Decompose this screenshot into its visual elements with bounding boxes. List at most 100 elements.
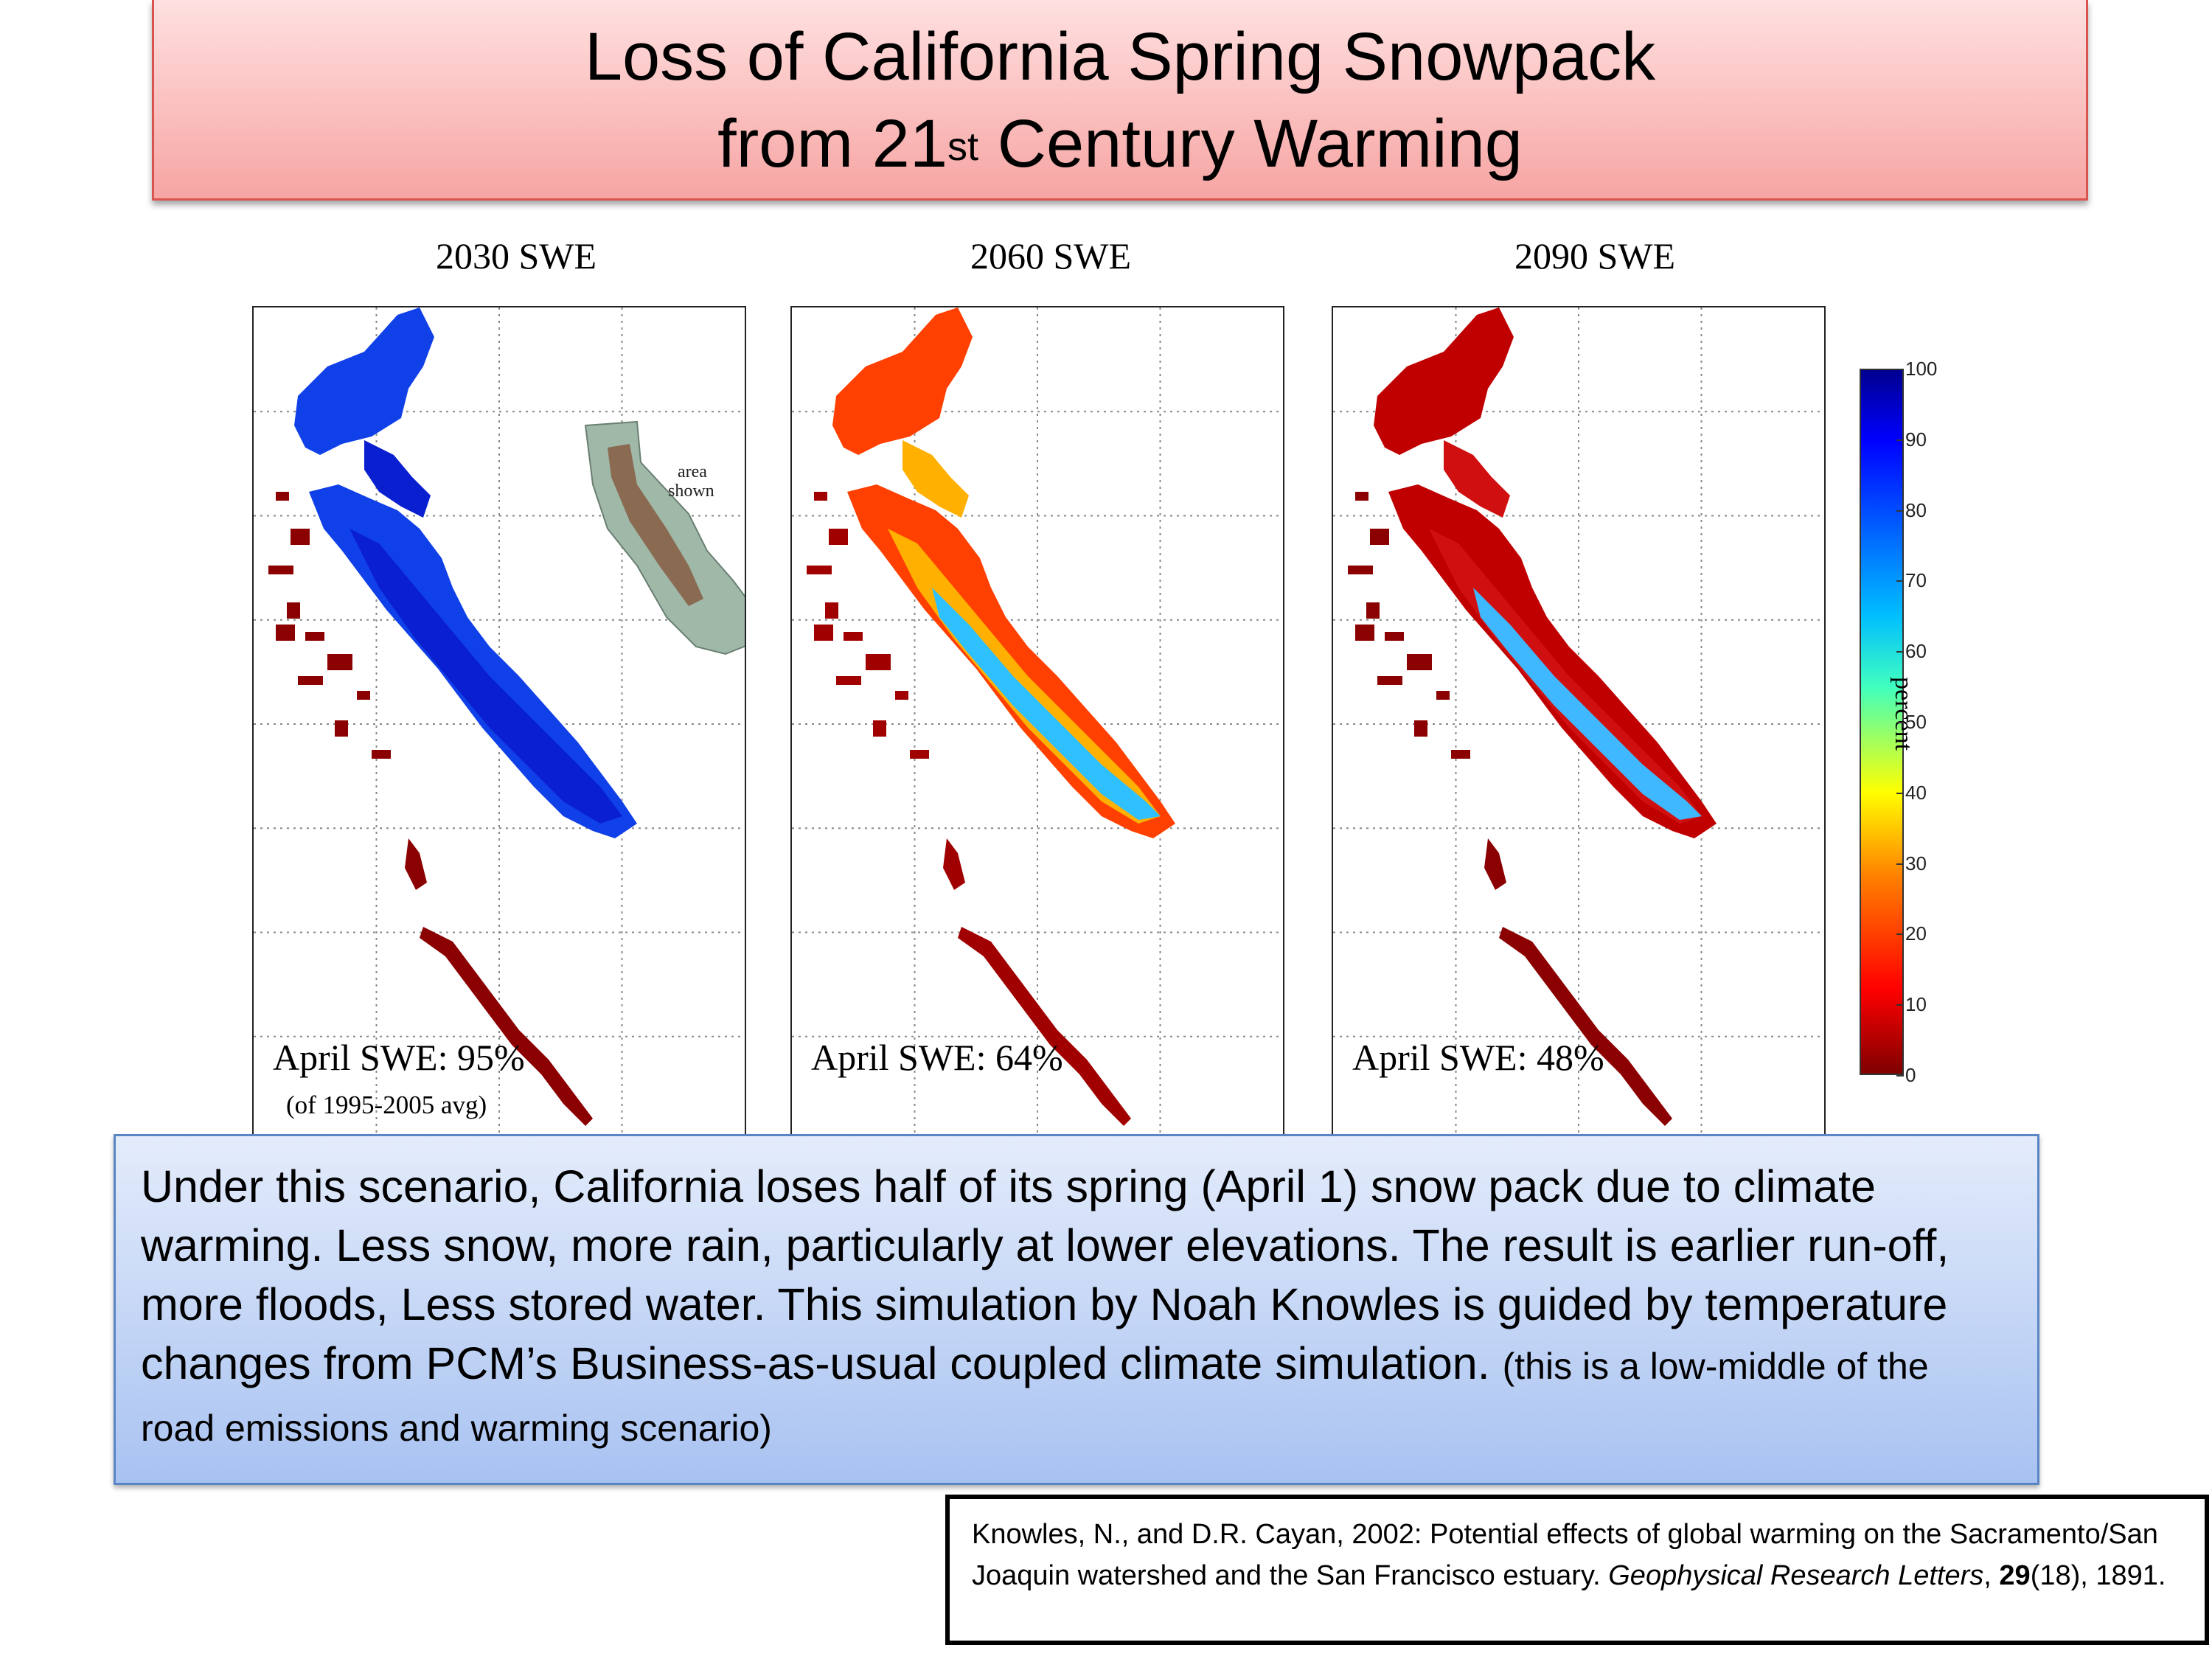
foothill-snow-cell bbox=[287, 602, 300, 619]
snowpack-map-2030 bbox=[254, 307, 745, 1141]
title-line-2-suffix: Century Warming bbox=[978, 106, 1523, 181]
panel-title-2060: 2060 SWE bbox=[970, 235, 1132, 276]
foothill-snow-cell bbox=[844, 632, 863, 641]
foothill-snow-cell bbox=[1407, 654, 1432, 670]
snowpack-region-north bbox=[1374, 307, 1514, 455]
colorbar-tick-label: 0 bbox=[1905, 1064, 1916, 1086]
foothill-snow-cell bbox=[1377, 676, 1402, 685]
colorbar-tick-mark bbox=[1896, 1004, 1904, 1006]
snowpack-region-midslope bbox=[1429, 529, 1702, 824]
foothill-snow-cell bbox=[873, 720, 886, 737]
april-swe-label-2090: April SWE: 48% bbox=[1352, 1037, 1604, 1078]
colorbar-tick-mark bbox=[1896, 439, 1904, 441]
foothill-snow-cell bbox=[910, 750, 929, 759]
colorbar-tick-mark bbox=[1896, 369, 1904, 370]
snowpack-region-highcore bbox=[1473, 588, 1702, 820]
colorbar-tick-mark bbox=[1896, 792, 1904, 794]
foothill-snow-cell bbox=[305, 632, 324, 641]
colorbar-tick-label: 60 bbox=[1905, 640, 1927, 663]
description-note: (this is a low-middle of the road emissi… bbox=[141, 1346, 1929, 1449]
citation-box: Knowles, N., and D.R. Cayan, 2002: Poten… bbox=[945, 1495, 2209, 1645]
colorbar-tick-label: 50 bbox=[1905, 711, 1927, 733]
southern-range-snow bbox=[1484, 838, 1506, 890]
foothill-snow-cell bbox=[268, 566, 293, 574]
colorbar-tick-label: 10 bbox=[1905, 993, 1927, 1016]
snowpack-map-2060 bbox=[792, 307, 1283, 1141]
colorbar-tick-label: 70 bbox=[1905, 569, 1927, 592]
foothill-snow-cell bbox=[276, 625, 295, 641]
colorbar-tick-label: 20 bbox=[1905, 922, 1927, 945]
snowpack-region-highcore bbox=[394, 588, 622, 820]
snowpack-region-lobe bbox=[1444, 440, 1510, 518]
foothill-snow-cell bbox=[1385, 632, 1404, 641]
foothill-snow-cell bbox=[1451, 750, 1470, 759]
foothill-snow-cell bbox=[372, 750, 391, 759]
snowpack-region-lobe bbox=[364, 440, 431, 518]
colorbar-tick-mark bbox=[1896, 509, 1904, 512]
title-line-1: Loss of California Spring Snowpack bbox=[584, 19, 1656, 94]
california-outline-icon bbox=[584, 420, 745, 655]
foothill-snow-cell bbox=[1355, 625, 1374, 641]
colorbar-tick-label: 100 bbox=[1905, 358, 1938, 380]
colorbar-tick-mark bbox=[1896, 580, 1904, 582]
map-panel-2090: April SWE: 48% bbox=[1332, 306, 1826, 1142]
citation-sep: , bbox=[1983, 1560, 2000, 1591]
snowpack-region-north bbox=[832, 307, 973, 455]
map-panel-2060: April SWE: 64% bbox=[790, 306, 1284, 1142]
title-line-2-prefix: from 21 bbox=[717, 106, 947, 181]
foothill-snow-cell bbox=[1355, 492, 1368, 501]
southern-range-snow bbox=[1499, 927, 1672, 1126]
april-swe-label-2030: April SWE: 95% bbox=[273, 1037, 525, 1078]
foothill-snow-cell bbox=[291, 529, 310, 545]
colorbar-tick-mark bbox=[1896, 651, 1904, 653]
colorbar-tick-label: 40 bbox=[1905, 781, 1927, 804]
foothill-snow-cell bbox=[895, 691, 908, 700]
citation-issue-pages: (18), 1891. bbox=[2030, 1560, 2166, 1591]
citation-authors: Knowles, N., and D.R. Cayan, 2002: Poten… bbox=[972, 1519, 2158, 1591]
panel-title-2030: 2030 SWE bbox=[435, 235, 597, 276]
foothill-snow-cell bbox=[1414, 720, 1427, 737]
foothill-snow-cell bbox=[357, 691, 370, 700]
slide-title-box: Loss of California Spring Snowpack from … bbox=[152, 0, 2088, 201]
citation-journal: Geophysical Research Letters bbox=[1608, 1560, 1984, 1591]
snowpack-region-midslope bbox=[888, 529, 1161, 824]
foothill-snow-cell bbox=[829, 529, 848, 545]
colorbar-tick-mark bbox=[1896, 1075, 1904, 1077]
snowpack-region-highcore bbox=[932, 588, 1161, 820]
foothill-snow-cell bbox=[327, 654, 352, 670]
foothill-snow-cell bbox=[1436, 691, 1450, 700]
title-line-2: from 21st Century Warming bbox=[154, 103, 2086, 184]
swe-baseline-note: (of 1995-2005 avg) bbox=[286, 1091, 487, 1119]
description-main-text: Under this scenario, California loses ha… bbox=[141, 1161, 1950, 1388]
foothill-snow-cell bbox=[814, 625, 833, 641]
inset-label-area: area bbox=[678, 462, 707, 481]
snowpack-map-2090 bbox=[1333, 307, 1824, 1141]
colorbar-tick-mark bbox=[1896, 863, 1904, 865]
colorbar-tick-label: 90 bbox=[1905, 428, 1927, 451]
foothill-snow-cell bbox=[1366, 602, 1380, 619]
southern-range-snow bbox=[958, 927, 1131, 1126]
foothill-snow-cell bbox=[825, 602, 838, 619]
foothill-snow-cell bbox=[276, 492, 289, 501]
panel-title-2090: 2090 SWE bbox=[1514, 235, 1676, 276]
scenario-description-box: Under this scenario, California loses ha… bbox=[114, 1134, 2039, 1485]
foothill-snow-cell bbox=[866, 654, 891, 670]
title-superscript: st bbox=[947, 125, 979, 169]
snowpack-region-midslope bbox=[349, 529, 622, 824]
citation-volume: 29 bbox=[1999, 1560, 2031, 1591]
foothill-snow-cell bbox=[335, 720, 348, 737]
foothill-snow-cell bbox=[1348, 566, 1373, 574]
snowpack-region-lobe bbox=[902, 440, 969, 518]
foothill-snow-cell bbox=[807, 566, 832, 574]
april-swe-label-2060: April SWE: 64% bbox=[811, 1037, 1063, 1078]
foothill-snow-cell bbox=[298, 676, 323, 685]
colorbar-tick-label: 30 bbox=[1905, 852, 1927, 874]
southern-range-snow bbox=[420, 927, 593, 1126]
colorbar-tick-label: 80 bbox=[1905, 498, 1927, 521]
snowpack-region-north bbox=[294, 307, 434, 455]
colorbar-tick-mark bbox=[1896, 722, 1904, 723]
southern-range-snow bbox=[405, 838, 427, 890]
foothill-snow-cell bbox=[836, 676, 861, 685]
map-panel-2030: area shown April SWE: 95% (of 1995-2005 … bbox=[252, 306, 746, 1142]
foothill-snow-cell bbox=[814, 492, 827, 501]
